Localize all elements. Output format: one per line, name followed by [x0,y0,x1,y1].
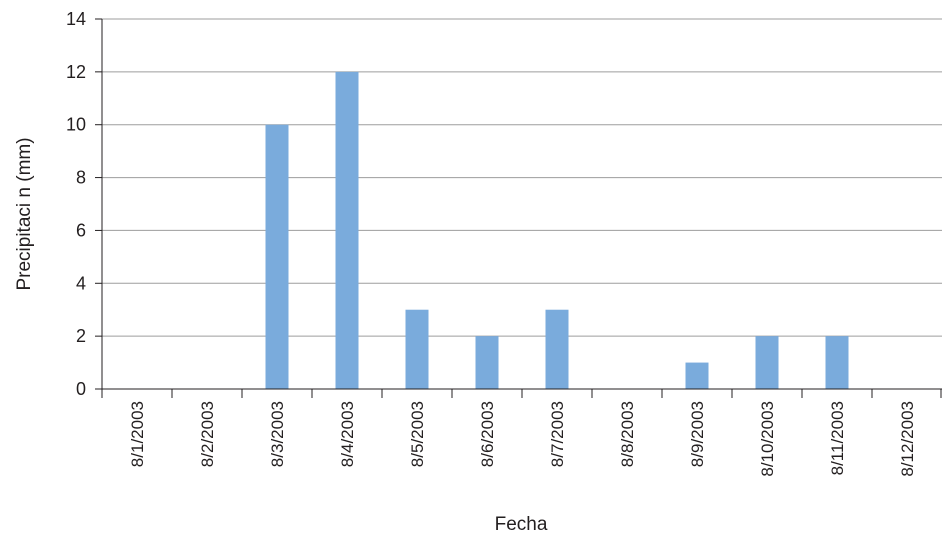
x-tick-label: 8/11/2003 [828,401,847,475]
y-tick-label: 6 [76,220,86,240]
gridlines [102,19,942,336]
bar [826,336,849,389]
x-tick-label: 8/9/2003 [688,401,707,467]
x-tick-label: 8/6/2003 [478,401,497,467]
bar [336,72,359,389]
y-tick-label: 10 [66,115,86,135]
x-axis-title: Fecha [495,514,548,535]
x-tick-labels: 8/1/2003 8/2/2003 8/3/2003 8/4/2003 8/5/2003… [128,401,917,477]
x-tick-label: 8/4/2003 [338,401,357,467]
y-tick-label: 8 [76,168,86,188]
x-tick-label: 8/7/2003 [548,401,567,467]
x-tick-label: 8/8/2003 [618,401,637,467]
bar [266,125,289,389]
y-tick-label: 4 [76,273,86,293]
y-tick-labels: 0 2 4 6 8 10 12 14 [66,9,86,399]
x-tick-label: 8/2/2003 [198,401,217,467]
x-tick-label: 8/5/2003 [408,401,427,467]
x-tick-label: 8/12/2003 [898,401,917,477]
y-axis-title: Precipitaci n (mm) [14,137,35,290]
y-tick-label: 14 [66,9,86,29]
x-tick-label: 8/3/2003 [268,401,287,467]
bar [406,310,429,389]
y-tick-label: 0 [76,379,86,399]
x-tick-label: 8/10/2003 [758,401,777,477]
x-tick-label: 8/1/2003 [128,401,147,467]
bar [546,310,569,389]
axes [95,19,942,398]
bar [686,363,709,389]
y-tick-label: 2 [76,326,86,346]
bar [756,336,779,389]
bar [476,336,499,389]
y-tick-label: 12 [66,62,86,82]
